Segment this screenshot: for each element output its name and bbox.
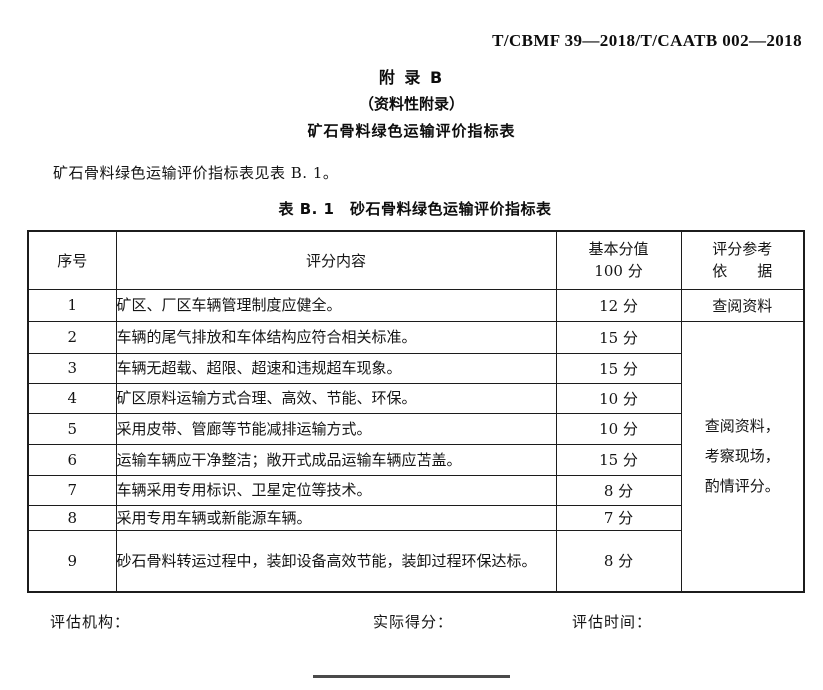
footer-time-label: 评估时间：: [572, 613, 653, 631]
header-score-line1: 基本分值: [588, 240, 649, 259]
row-score: 8 分: [555, 474, 682, 506]
merged-reference-text: 查阅资料， 考察现场， 酌情评分。: [705, 411, 780, 501]
header-cell-score: 基本分值 100 分: [555, 230, 682, 290]
row-score: 8 分: [555, 529, 682, 593]
table-row: 7 车辆采用专用标识、卫星定位等技术。 8 分: [27, 474, 804, 506]
header-cell-content: 评分内容: [115, 230, 557, 290]
table-row: 4 矿区原料运输方式合理、高效、节能、环保。 10 分: [27, 382, 804, 414]
merged-ref-line2: 考察现场，: [704, 447, 780, 466]
row-content: 车辆无超载、超限、超速和违规超车现象。: [115, 352, 557, 384]
header-score-line2: 100 分: [594, 262, 643, 281]
standard-code: T/CBMF 39—2018/T/CAATB 002—2018: [492, 31, 802, 50]
evaluation-table: 序号 评分内容 基本分值 100 分 评分参考 依 据 1 矿区、厂区车辆管理制…: [27, 230, 805, 593]
table-row: 1 矿区、厂区车辆管理制度应健全。 12 分 查阅资料: [27, 288, 805, 322]
row-no: 1: [27, 288, 117, 322]
footer-agency-label: 评估机构：: [50, 613, 131, 631]
merged-reference-cell: 查阅资料， 考察现场， 酌情评分。: [680, 320, 805, 593]
row-content: 矿区、厂区车辆管理制度应健全。: [115, 288, 557, 322]
row-no: 8: [27, 504, 117, 531]
intro-paragraph: 矿石骨料绿色运输评价指标表见表 B. 1。: [53, 164, 339, 182]
table-caption: 表 B. 1 砂石骨料绿色运输评价指标表: [278, 200, 552, 218]
row-no: 5: [27, 412, 117, 445]
appendix-subtitle: （资料性附录）: [358, 95, 464, 113]
table-header-row: 序号 评分内容 基本分值 100 分 评分参考 依 据: [27, 230, 805, 290]
merged-ref-line3: 酌情评分。: [704, 477, 780, 496]
header-cell-reference: 评分参考 依 据: [680, 230, 805, 290]
row-score: 15 分: [555, 320, 682, 354]
row-content: 车辆采用专用标识、卫星定位等技术。: [115, 474, 557, 506]
header-cell-no: 序号: [27, 230, 117, 290]
table-row: 9 砂石骨料转运过程中，装卸设备高效节能，装卸过程环保达标。 8 分: [27, 529, 804, 593]
row-score: 10 分: [555, 412, 682, 445]
row-score: 7 分: [555, 504, 682, 531]
page-end-rule: [313, 675, 510, 678]
row-score: 15 分: [555, 352, 682, 384]
appendix-title-block: 附 录 B （资料性附录） 矿石骨料绿色运输评价指标表: [0, 70, 823, 139]
merged-ref-line1: 查阅资料，: [704, 417, 780, 436]
footer-score-label: 实际得分：: [373, 613, 454, 631]
row-reference: 查阅资料: [680, 288, 805, 322]
header-ref-line2: 依 据: [712, 262, 773, 281]
row-content: 运输车辆应干净整洁；敞开式成品运输车辆应苫盖。: [115, 443, 557, 476]
row-content: 采用皮带、管廊等节能减排运输方式。: [115, 412, 557, 445]
row-no: 9: [27, 529, 117, 593]
row-content: 砂石骨料转运过程中，装卸设备高效节能，装卸过程环保达标。: [115, 529, 557, 593]
row-content: 采用专用车辆或新能源车辆。: [115, 504, 557, 531]
row-no: 3: [27, 352, 117, 384]
row-no: 4: [27, 382, 117, 414]
row-score: 12 分: [555, 288, 682, 322]
header-ref-line1: 评分参考: [712, 240, 773, 259]
appendix-title: 附 录 B: [378, 68, 445, 87]
table-row: 2 车辆的尾气排放和车体结构应符合相关标准。 15 分 查阅资料， 考察现场， …: [27, 320, 805, 593]
row-no: 7: [27, 474, 117, 506]
row-score: 15 分: [555, 443, 682, 476]
row-no: 2: [27, 320, 117, 354]
row-score: 10 分: [555, 382, 682, 414]
row-no: 6: [27, 443, 117, 476]
appendix-table-name: 矿石骨料绿色运输评价指标表: [307, 122, 516, 140]
table-row: 6 运输车辆应干净整洁；敞开式成品运输车辆应苫盖。 15 分: [27, 443, 804, 476]
row-content: 车辆的尾气排放和车体结构应符合相关标准。: [115, 320, 557, 354]
row-content: 矿区原料运输方式合理、高效、节能、环保。: [115, 382, 557, 414]
